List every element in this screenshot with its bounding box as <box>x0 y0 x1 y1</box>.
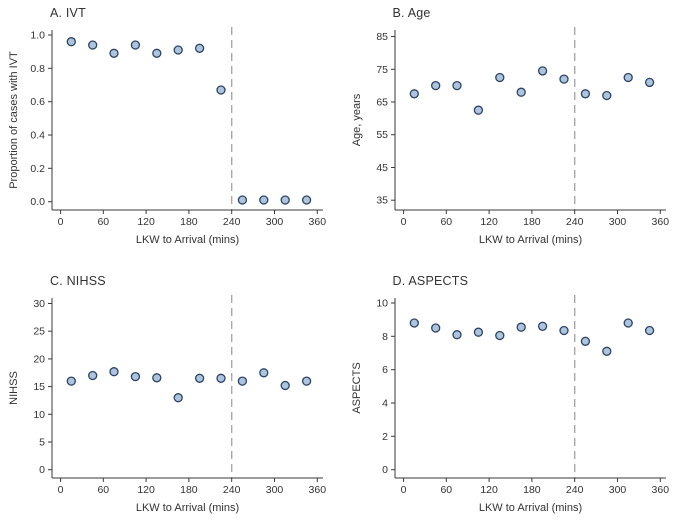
svg-text:Age, years: Age, years <box>351 93 363 146</box>
svg-text:0.6: 0.6 <box>30 96 45 108</box>
svg-text:0.2: 0.2 <box>30 163 45 175</box>
panel-aspects-title: D. ASPECTS <box>392 273 469 288</box>
ivt-chart: 0 60 120 180 240 300 360 0.0 0.2 0.4 0.6 0.8 1.0 LKW … <box>8 27 327 246</box>
svg-text:360: 360 <box>309 484 327 496</box>
svg-text:Proportion of cases with IVT: Proportion of cases with IVT <box>8 51 20 189</box>
svg-text:55: 55 <box>376 129 388 141</box>
panel-aspects: D. ASPECTS 0 60 120 180 240 300 360 0 2 4 6 8 10 LKW … <box>349 274 682 528</box>
svg-text:ASPECTS: ASPECTS <box>351 362 363 413</box>
svg-text:0: 0 <box>400 216 406 228</box>
svg-text:4: 4 <box>382 397 388 409</box>
svg-text:120: 120 <box>480 484 498 496</box>
svg-text:240: 240 <box>565 484 583 496</box>
svg-text:0: 0 <box>39 464 45 476</box>
svg-text:300: 300 <box>608 484 626 496</box>
svg-text:1.0: 1.0 <box>30 30 45 42</box>
svg-text:2: 2 <box>382 430 388 442</box>
svg-text:65: 65 <box>376 97 388 109</box>
svg-text:75: 75 <box>376 64 388 76</box>
aspects-chart: 0 60 120 180 240 300 360 0 2 4 6 8 10 LKW to Arrival … <box>351 294 669 514</box>
svg-text:60: 60 <box>97 216 109 228</box>
panel-ivt: A. IVT 0 60 120 180 240 300 360 0.0 0.2 0.4 0.6 0.8… <box>6 6 339 260</box>
svg-text:NIHSS: NIHSS <box>8 371 20 405</box>
panel-nihss: C. NIHSS 0 60 120 180 240 300 360 0 5 10 15 20 25 30 L… <box>6 274 339 528</box>
svg-text:LKW to Arrival (mins): LKW to Arrival (mins) <box>478 234 581 246</box>
svg-text:180: 180 <box>523 216 541 228</box>
svg-text:300: 300 <box>266 484 284 496</box>
svg-text:85: 85 <box>376 31 388 43</box>
svg-text:240: 240 <box>223 216 241 228</box>
svg-text:240: 240 <box>223 484 241 496</box>
svg-text:10: 10 <box>33 408 45 420</box>
svg-text:120: 120 <box>137 216 155 228</box>
svg-text:0.8: 0.8 <box>30 63 45 75</box>
svg-text:120: 120 <box>137 484 155 496</box>
svg-text:300: 300 <box>266 216 284 228</box>
svg-text:10: 10 <box>376 297 388 309</box>
svg-text:180: 180 <box>180 484 198 496</box>
panel-nihss-title: C. NIHSS <box>50 273 106 288</box>
svg-text:0: 0 <box>400 484 406 496</box>
svg-text:0: 0 <box>58 484 64 496</box>
svg-text:25: 25 <box>33 325 45 337</box>
nihss-chart: 0 60 120 180 240 300 360 0 5 10 15 20 25 30 LKW to Arr… <box>8 294 327 514</box>
svg-text:60: 60 <box>440 216 452 228</box>
svg-text:300: 300 <box>608 216 626 228</box>
svg-text:360: 360 <box>309 216 327 228</box>
svg-text:45: 45 <box>376 162 388 174</box>
svg-text:0: 0 <box>58 216 64 228</box>
svg-text:360: 360 <box>651 216 669 228</box>
svg-text:5: 5 <box>39 436 45 448</box>
svg-text:360: 360 <box>651 484 669 496</box>
svg-text:60: 60 <box>97 484 109 496</box>
svg-text:LKW to Arrival (mins): LKW to Arrival (mins) <box>478 502 581 514</box>
svg-text:LKW to Arrival (mins): LKW to Arrival (mins) <box>136 234 239 246</box>
svg-text:20: 20 <box>33 353 45 365</box>
panel-ivt-title: A. IVT <box>50 6 86 20</box>
age-chart: 0 60 120 180 240 300 360 35 45 55 65 75 85 LKW to Arr… <box>351 27 669 246</box>
svg-text:30: 30 <box>33 298 45 310</box>
panel-age: B. Age 0 60 120 180 240 300 360 35 45 55 65 75 85 LKW… <box>349 6 682 260</box>
svg-text:120: 120 <box>480 216 498 228</box>
svg-text:35: 35 <box>376 195 388 207</box>
svg-text:180: 180 <box>523 484 541 496</box>
svg-text:60: 60 <box>440 484 452 496</box>
svg-text:0.0: 0.0 <box>30 196 45 208</box>
svg-text:6: 6 <box>382 364 388 376</box>
svg-text:8: 8 <box>382 330 388 342</box>
svg-text:240: 240 <box>565 216 583 228</box>
svg-text:0.4: 0.4 <box>30 130 45 142</box>
svg-text:15: 15 <box>33 381 45 393</box>
svg-text:LKW to Arrival (mins): LKW to Arrival (mins) <box>136 502 239 514</box>
svg-text:0: 0 <box>382 464 388 476</box>
panel-age-title: B. Age <box>392 6 431 20</box>
svg-text:180: 180 <box>180 216 198 228</box>
